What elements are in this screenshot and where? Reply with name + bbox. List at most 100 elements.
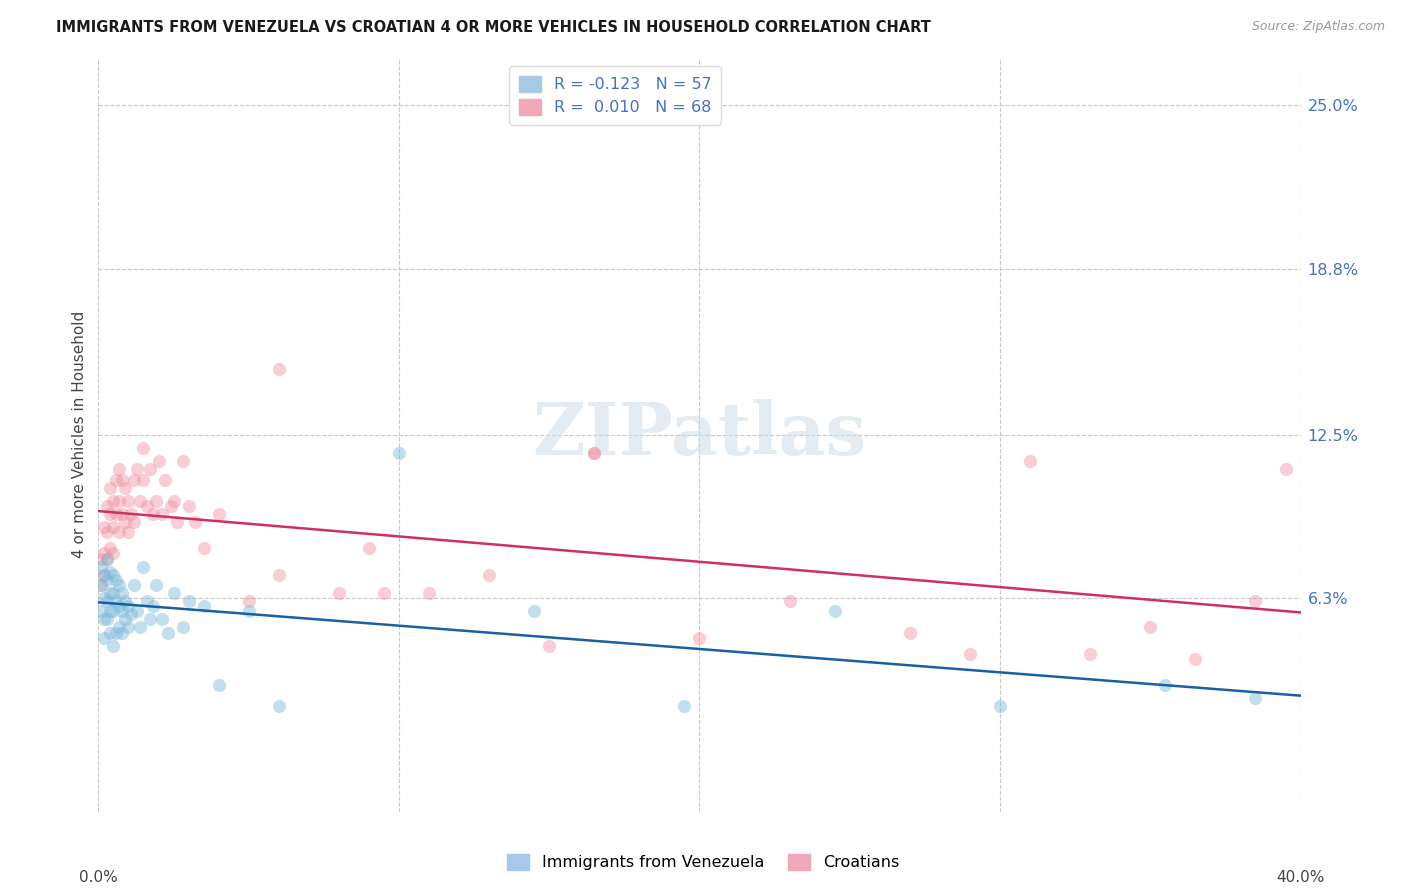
Point — [129, 493, 152, 508]
Point — [141, 599, 163, 614]
Point — [100, 507, 122, 521]
Point — [103, 546, 125, 560]
Point — [141, 507, 163, 521]
Point — [90, 559, 112, 574]
Point — [162, 493, 184, 508]
Point — [127, 604, 149, 618]
Point — [108, 620, 131, 634]
Point — [267, 362, 290, 376]
Point — [148, 454, 170, 468]
Point — [177, 499, 200, 513]
Point — [114, 612, 136, 626]
Point — [208, 678, 231, 692]
Point — [267, 567, 290, 582]
Point — [100, 625, 122, 640]
Point — [824, 604, 846, 618]
Point — [193, 541, 215, 556]
Point — [93, 567, 115, 582]
Text: ZIPatlas: ZIPatlas — [533, 400, 866, 470]
Point — [93, 631, 115, 645]
Point — [93, 612, 115, 626]
Point — [121, 607, 143, 621]
Point — [111, 604, 134, 618]
Point — [100, 604, 122, 618]
Point — [583, 446, 606, 460]
Point — [100, 565, 122, 579]
Point — [523, 604, 546, 618]
Point — [150, 507, 173, 521]
Point — [138, 612, 160, 626]
Point — [105, 573, 128, 587]
Point — [90, 604, 112, 618]
Point — [111, 586, 134, 600]
Point — [124, 515, 146, 529]
Point — [135, 499, 157, 513]
Point — [988, 699, 1011, 714]
Point — [114, 481, 136, 495]
Point — [96, 594, 118, 608]
Point — [1154, 678, 1177, 692]
Point — [121, 507, 143, 521]
Point — [238, 604, 260, 618]
Point — [1019, 454, 1042, 468]
Point — [478, 567, 501, 582]
Point — [114, 515, 136, 529]
Point — [96, 525, 118, 540]
Text: 40.0%: 40.0% — [1277, 870, 1324, 885]
Point — [193, 599, 215, 614]
Point — [959, 647, 981, 661]
Point — [111, 625, 134, 640]
Point — [105, 507, 128, 521]
Point — [1139, 620, 1161, 634]
Point — [111, 473, 134, 487]
Point — [100, 586, 122, 600]
Point — [135, 594, 157, 608]
Point — [689, 631, 711, 645]
Point — [96, 573, 118, 587]
Point — [779, 594, 801, 608]
Point — [145, 493, 167, 508]
Point — [111, 507, 134, 521]
Point — [93, 591, 115, 606]
Point — [132, 473, 155, 487]
Point — [388, 446, 411, 460]
Point — [132, 441, 155, 455]
Point — [153, 473, 176, 487]
Point — [103, 493, 125, 508]
Y-axis label: 4 or more Vehicles in Household: 4 or more Vehicles in Household — [72, 311, 87, 558]
Point — [1244, 594, 1267, 608]
Point — [105, 473, 128, 487]
Point — [114, 594, 136, 608]
Point — [105, 625, 128, 640]
Point — [673, 699, 696, 714]
Point — [108, 493, 131, 508]
Point — [90, 578, 112, 592]
Point — [117, 493, 139, 508]
Point — [100, 481, 122, 495]
Point — [103, 567, 125, 582]
Point — [108, 578, 131, 592]
Point — [183, 515, 205, 529]
Point — [108, 599, 131, 614]
Point — [103, 639, 125, 653]
Point — [159, 499, 181, 513]
Point — [583, 446, 606, 460]
Point — [105, 594, 128, 608]
Point — [172, 454, 194, 468]
Point — [1244, 691, 1267, 706]
Point — [96, 551, 118, 566]
Point — [117, 620, 139, 634]
Point — [145, 578, 167, 592]
Point — [90, 578, 112, 592]
Point — [117, 525, 139, 540]
Point — [267, 699, 290, 714]
Point — [93, 567, 115, 582]
Point — [96, 612, 118, 626]
Point — [103, 604, 125, 618]
Point — [150, 612, 173, 626]
Text: 0.0%: 0.0% — [79, 870, 118, 885]
Point — [138, 462, 160, 476]
Point — [172, 620, 194, 634]
Point — [100, 541, 122, 556]
Point — [93, 546, 115, 560]
